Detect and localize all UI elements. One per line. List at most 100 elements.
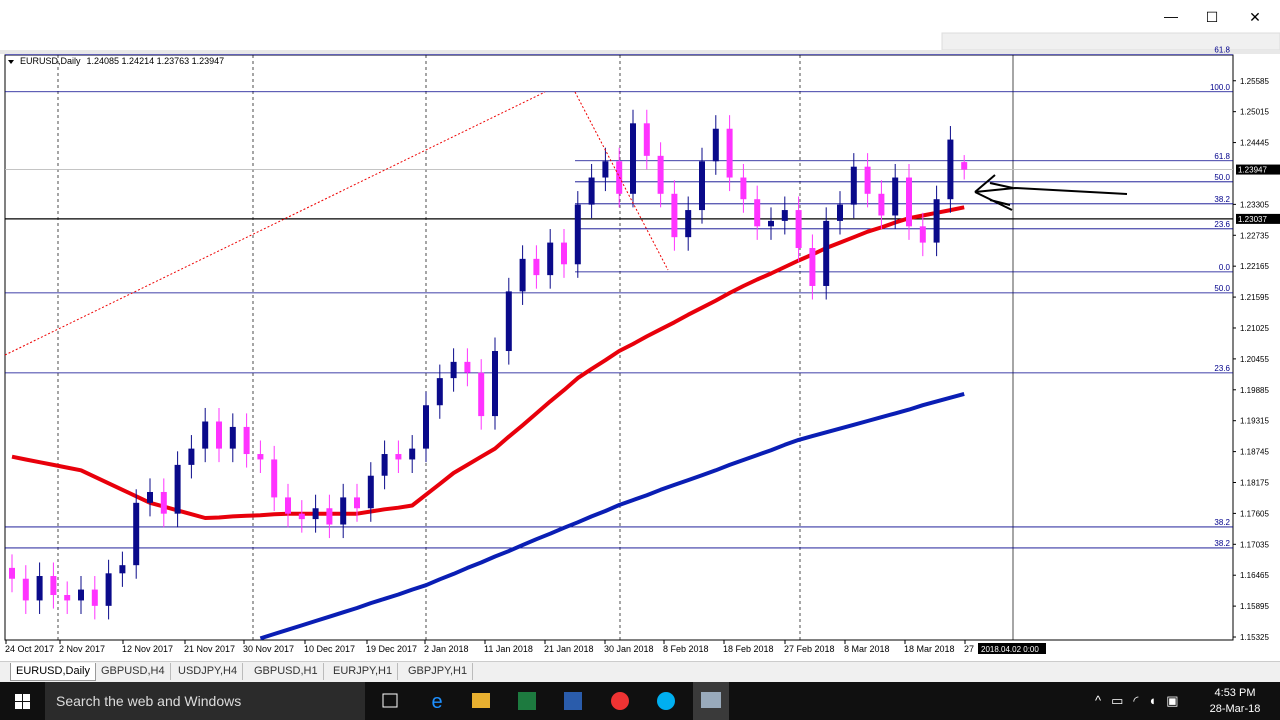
candle-body (850, 166, 857, 205)
candle-body (837, 204, 843, 221)
chart-tab[interactable]: GBPJPY,H1 (403, 663, 474, 680)
candle-body (768, 220, 774, 227)
fib-label: 100.0 (1210, 83, 1231, 92)
x-tick-label: 30 Nov 2017 (243, 644, 294, 654)
app-window: — ☐ ✕ 61.8 100.0 61.8 50.0 38.2 23.6 0.0 50.0 23… (0, 8, 1280, 654)
candle-body (202, 421, 209, 449)
skype-icon[interactable] (657, 692, 675, 710)
maximize-button[interactable]: ☐ (1206, 9, 1219, 25)
candle-body (492, 351, 498, 417)
candle-body (423, 405, 429, 449)
y-tick-label: 1.17035 (1240, 540, 1269, 549)
candle-body (436, 378, 443, 406)
y-tick-label: 1.25585 (1240, 77, 1269, 86)
candle-body (105, 573, 112, 606)
candle-body (588, 177, 595, 205)
task-view[interactable] (382, 693, 398, 708)
start-button[interactable] (3, 682, 43, 720)
chart-tab[interactable]: GBPUSD,H1 (249, 663, 324, 680)
candle-body (505, 291, 512, 352)
candle-body (340, 497, 347, 525)
candle-body (36, 576, 43, 601)
y-tick-label: 1.19315 (1240, 417, 1269, 426)
candle-body (298, 513, 305, 520)
chrome-icon[interactable] (611, 692, 629, 710)
x-tick-label: 21 Jan 2018 (544, 644, 594, 654)
candle-body (409, 448, 416, 460)
x-tick-label: 2 Nov 2017 (59, 644, 105, 654)
candle-body (78, 589, 84, 601)
excel-icon[interactable] (518, 692, 536, 710)
candle-body (243, 426, 250, 455)
price-axis: 1.23947 1.23037 1.25585 1.25015 1.24445 1.233… (1233, 77, 1280, 642)
y-tick-label: 1.25015 (1240, 108, 1269, 117)
x-tick-label: 10 Dec 2017 (304, 644, 355, 654)
candle-body (961, 162, 968, 170)
y-tick-label: 1.16465 (1240, 571, 1269, 580)
candle-body (533, 258, 540, 276)
candle-body (174, 464, 181, 514)
x-tick-label: 8 Feb 2018 (663, 644, 709, 654)
separator (0, 50, 1280, 54)
y-tick-label: 1.20455 (1240, 355, 1269, 364)
x-tick-label: 12 Nov 2017 (122, 644, 173, 654)
price-label: 1.23947 (1238, 166, 1267, 175)
moving-average (259, 391, 965, 641)
explorer-icon[interactable] (472, 693, 490, 708)
x-tick-label: 21 Nov 2017 (184, 644, 235, 654)
candle-body (395, 454, 402, 460)
x-tick-label: 2 Jan 2018 (424, 644, 469, 654)
taskbar: Search the web and Windows e ^▭◜◖▣ 4:53 … (0, 682, 1280, 720)
x-tick-label: 27 (964, 644, 974, 654)
y-tick-label: 1.18175 (1240, 479, 1269, 488)
candle-body (478, 372, 485, 417)
fib-label: 50.0 (1214, 173, 1230, 182)
collapse-icon[interactable] (8, 60, 14, 64)
y-tick-label: 1.21595 (1240, 293, 1269, 302)
word-icon[interactable] (564, 692, 582, 710)
trend-line (4, 91, 546, 356)
taskbar-icons: e (382, 682, 729, 720)
crosshair-label: 2018.04.02 0:00 (981, 645, 1039, 654)
candle-body (823, 220, 830, 286)
candle-body (740, 177, 747, 200)
tray-icons[interactable]: ^▭◜◖▣ (1095, 693, 1189, 708)
x-tick-label: 11 Jan 2018 (484, 644, 533, 654)
clock[interactable]: 4:53 PM 28-Mar-18 (1205, 685, 1265, 717)
candle-body (257, 454, 264, 460)
candle-body (216, 421, 222, 449)
candle-body (574, 204, 581, 265)
close-button[interactable]: ✕ (1249, 9, 1261, 25)
search-box[interactable]: Search the web and Windows (45, 682, 365, 720)
candle-body (271, 459, 278, 498)
y-tick-label: 1.23305 (1240, 200, 1269, 209)
candle-body (188, 448, 195, 465)
candle-body (119, 565, 126, 574)
price-label: 1.23037 (1238, 215, 1267, 224)
candle-body (367, 475, 374, 509)
y-tick-label: 1.18745 (1240, 448, 1269, 457)
candle-body (147, 491, 153, 503)
chart-tab[interactable]: EURUSD,Daily (10, 663, 96, 681)
candle-body (547, 242, 554, 276)
candle-body (906, 177, 912, 227)
chart-tab[interactable]: GBPUSD,H4 (96, 663, 171, 680)
plot: 61.8 100.0 61.8 50.0 38.2 23.6 0.0 50.0 23.6 38.2… (5, 46, 1233, 641)
y-tick-label: 1.22165 (1240, 262, 1269, 271)
minimize-button[interactable]: — (1164, 8, 1178, 24)
x-tick-label: 8 Mar 2018 (844, 644, 890, 654)
candle-body (64, 595, 71, 601)
edge-icon[interactable]: e (431, 691, 442, 713)
candle-body (354, 497, 360, 509)
chart-tab[interactable]: EURJPY,H1 (328, 663, 399, 680)
candle-body (22, 578, 29, 601)
candle-body (864, 166, 871, 194)
candle-body (699, 161, 705, 211)
fib-label: 61.8 (1214, 152, 1230, 161)
candle-body (933, 199, 940, 243)
chart-tab[interactable]: USDJPY,H4 (173, 663, 244, 680)
candle-body (160, 491, 167, 514)
y-tick-label: 1.15895 (1240, 602, 1269, 611)
candle-body (781, 210, 788, 221)
